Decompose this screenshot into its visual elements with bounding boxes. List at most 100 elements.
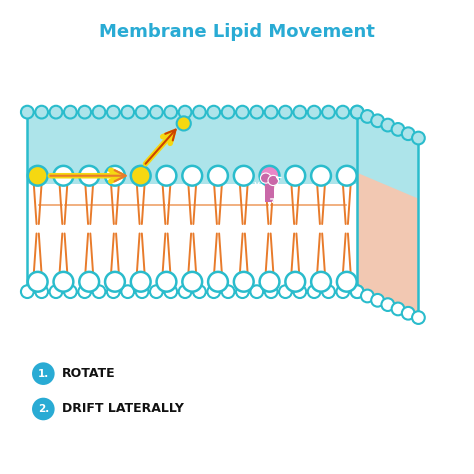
Circle shape — [392, 123, 404, 136]
Circle shape — [222, 106, 235, 118]
Circle shape — [208, 106, 220, 118]
Circle shape — [54, 272, 73, 292]
Bar — [27, 183, 357, 274]
Circle shape — [164, 285, 177, 298]
Circle shape — [78, 106, 91, 118]
Text: Membrane Lipid Movement: Membrane Lipid Movement — [99, 23, 375, 41]
Bar — [265, 183, 274, 201]
Circle shape — [371, 294, 384, 307]
Circle shape — [285, 166, 305, 186]
Circle shape — [121, 106, 134, 118]
Circle shape — [182, 272, 202, 292]
Circle shape — [250, 285, 263, 298]
Polygon shape — [27, 112, 357, 186]
Circle shape — [64, 106, 77, 118]
Circle shape — [279, 106, 292, 118]
Circle shape — [105, 166, 125, 186]
Text: 2.: 2. — [38, 404, 49, 414]
Circle shape — [308, 285, 320, 298]
Circle shape — [164, 106, 177, 118]
Circle shape — [285, 272, 305, 292]
Circle shape — [222, 285, 235, 298]
Circle shape — [371, 114, 384, 127]
Circle shape — [21, 106, 34, 118]
Circle shape — [179, 106, 191, 118]
Circle shape — [21, 285, 34, 298]
Circle shape — [311, 166, 331, 186]
Circle shape — [177, 117, 191, 130]
Circle shape — [382, 298, 394, 311]
Circle shape — [208, 166, 228, 186]
Text: 1.: 1. — [38, 369, 49, 379]
Circle shape — [412, 132, 425, 145]
Circle shape — [234, 272, 254, 292]
Circle shape — [193, 106, 206, 118]
Circle shape — [182, 166, 202, 186]
Circle shape — [32, 362, 55, 385]
Ellipse shape — [268, 175, 279, 185]
Circle shape — [279, 285, 292, 298]
Polygon shape — [357, 173, 419, 318]
Circle shape — [156, 166, 176, 186]
Circle shape — [105, 272, 125, 292]
Circle shape — [322, 106, 335, 118]
Circle shape — [382, 118, 394, 131]
Circle shape — [131, 272, 151, 292]
Circle shape — [150, 106, 163, 118]
Circle shape — [337, 285, 349, 298]
Circle shape — [293, 106, 306, 118]
Circle shape — [337, 106, 349, 118]
Circle shape — [351, 285, 364, 298]
Circle shape — [337, 272, 357, 292]
Circle shape — [265, 285, 277, 298]
Circle shape — [107, 106, 120, 118]
Circle shape — [412, 311, 425, 324]
Circle shape — [361, 290, 374, 302]
Polygon shape — [357, 112, 419, 207]
Circle shape — [136, 285, 148, 298]
Circle shape — [50, 285, 63, 298]
Circle shape — [28, 272, 47, 292]
Circle shape — [265, 106, 277, 118]
Circle shape — [107, 285, 120, 298]
Circle shape — [54, 166, 73, 186]
Circle shape — [260, 272, 279, 292]
Circle shape — [92, 106, 105, 118]
Circle shape — [79, 272, 99, 292]
Circle shape — [236, 285, 249, 298]
Circle shape — [32, 398, 55, 420]
Circle shape — [78, 285, 91, 298]
Circle shape — [35, 285, 48, 298]
Circle shape — [250, 106, 263, 118]
Circle shape — [150, 285, 163, 298]
Circle shape — [179, 285, 191, 298]
Text: DRIFT LATERALLY: DRIFT LATERALLY — [62, 402, 183, 416]
Text: ROTATE: ROTATE — [62, 367, 115, 380]
Circle shape — [79, 166, 99, 186]
Circle shape — [136, 106, 148, 118]
Circle shape — [308, 106, 320, 118]
Circle shape — [322, 285, 335, 298]
Circle shape — [92, 285, 105, 298]
Circle shape — [234, 166, 254, 186]
Circle shape — [260, 166, 279, 186]
Ellipse shape — [260, 173, 271, 183]
Circle shape — [293, 285, 306, 298]
Circle shape — [351, 285, 364, 298]
Circle shape — [337, 166, 357, 186]
Circle shape — [156, 272, 176, 292]
Circle shape — [208, 285, 220, 298]
Circle shape — [131, 166, 151, 186]
Circle shape — [208, 272, 228, 292]
Bar — [27, 282, 357, 301]
Circle shape — [402, 128, 415, 140]
Circle shape — [402, 307, 415, 319]
Circle shape — [28, 166, 47, 186]
Circle shape — [351, 106, 364, 118]
Circle shape — [193, 285, 206, 298]
Circle shape — [392, 302, 404, 315]
Circle shape — [121, 285, 134, 298]
Circle shape — [50, 106, 63, 118]
Circle shape — [351, 106, 364, 118]
Circle shape — [236, 106, 249, 118]
